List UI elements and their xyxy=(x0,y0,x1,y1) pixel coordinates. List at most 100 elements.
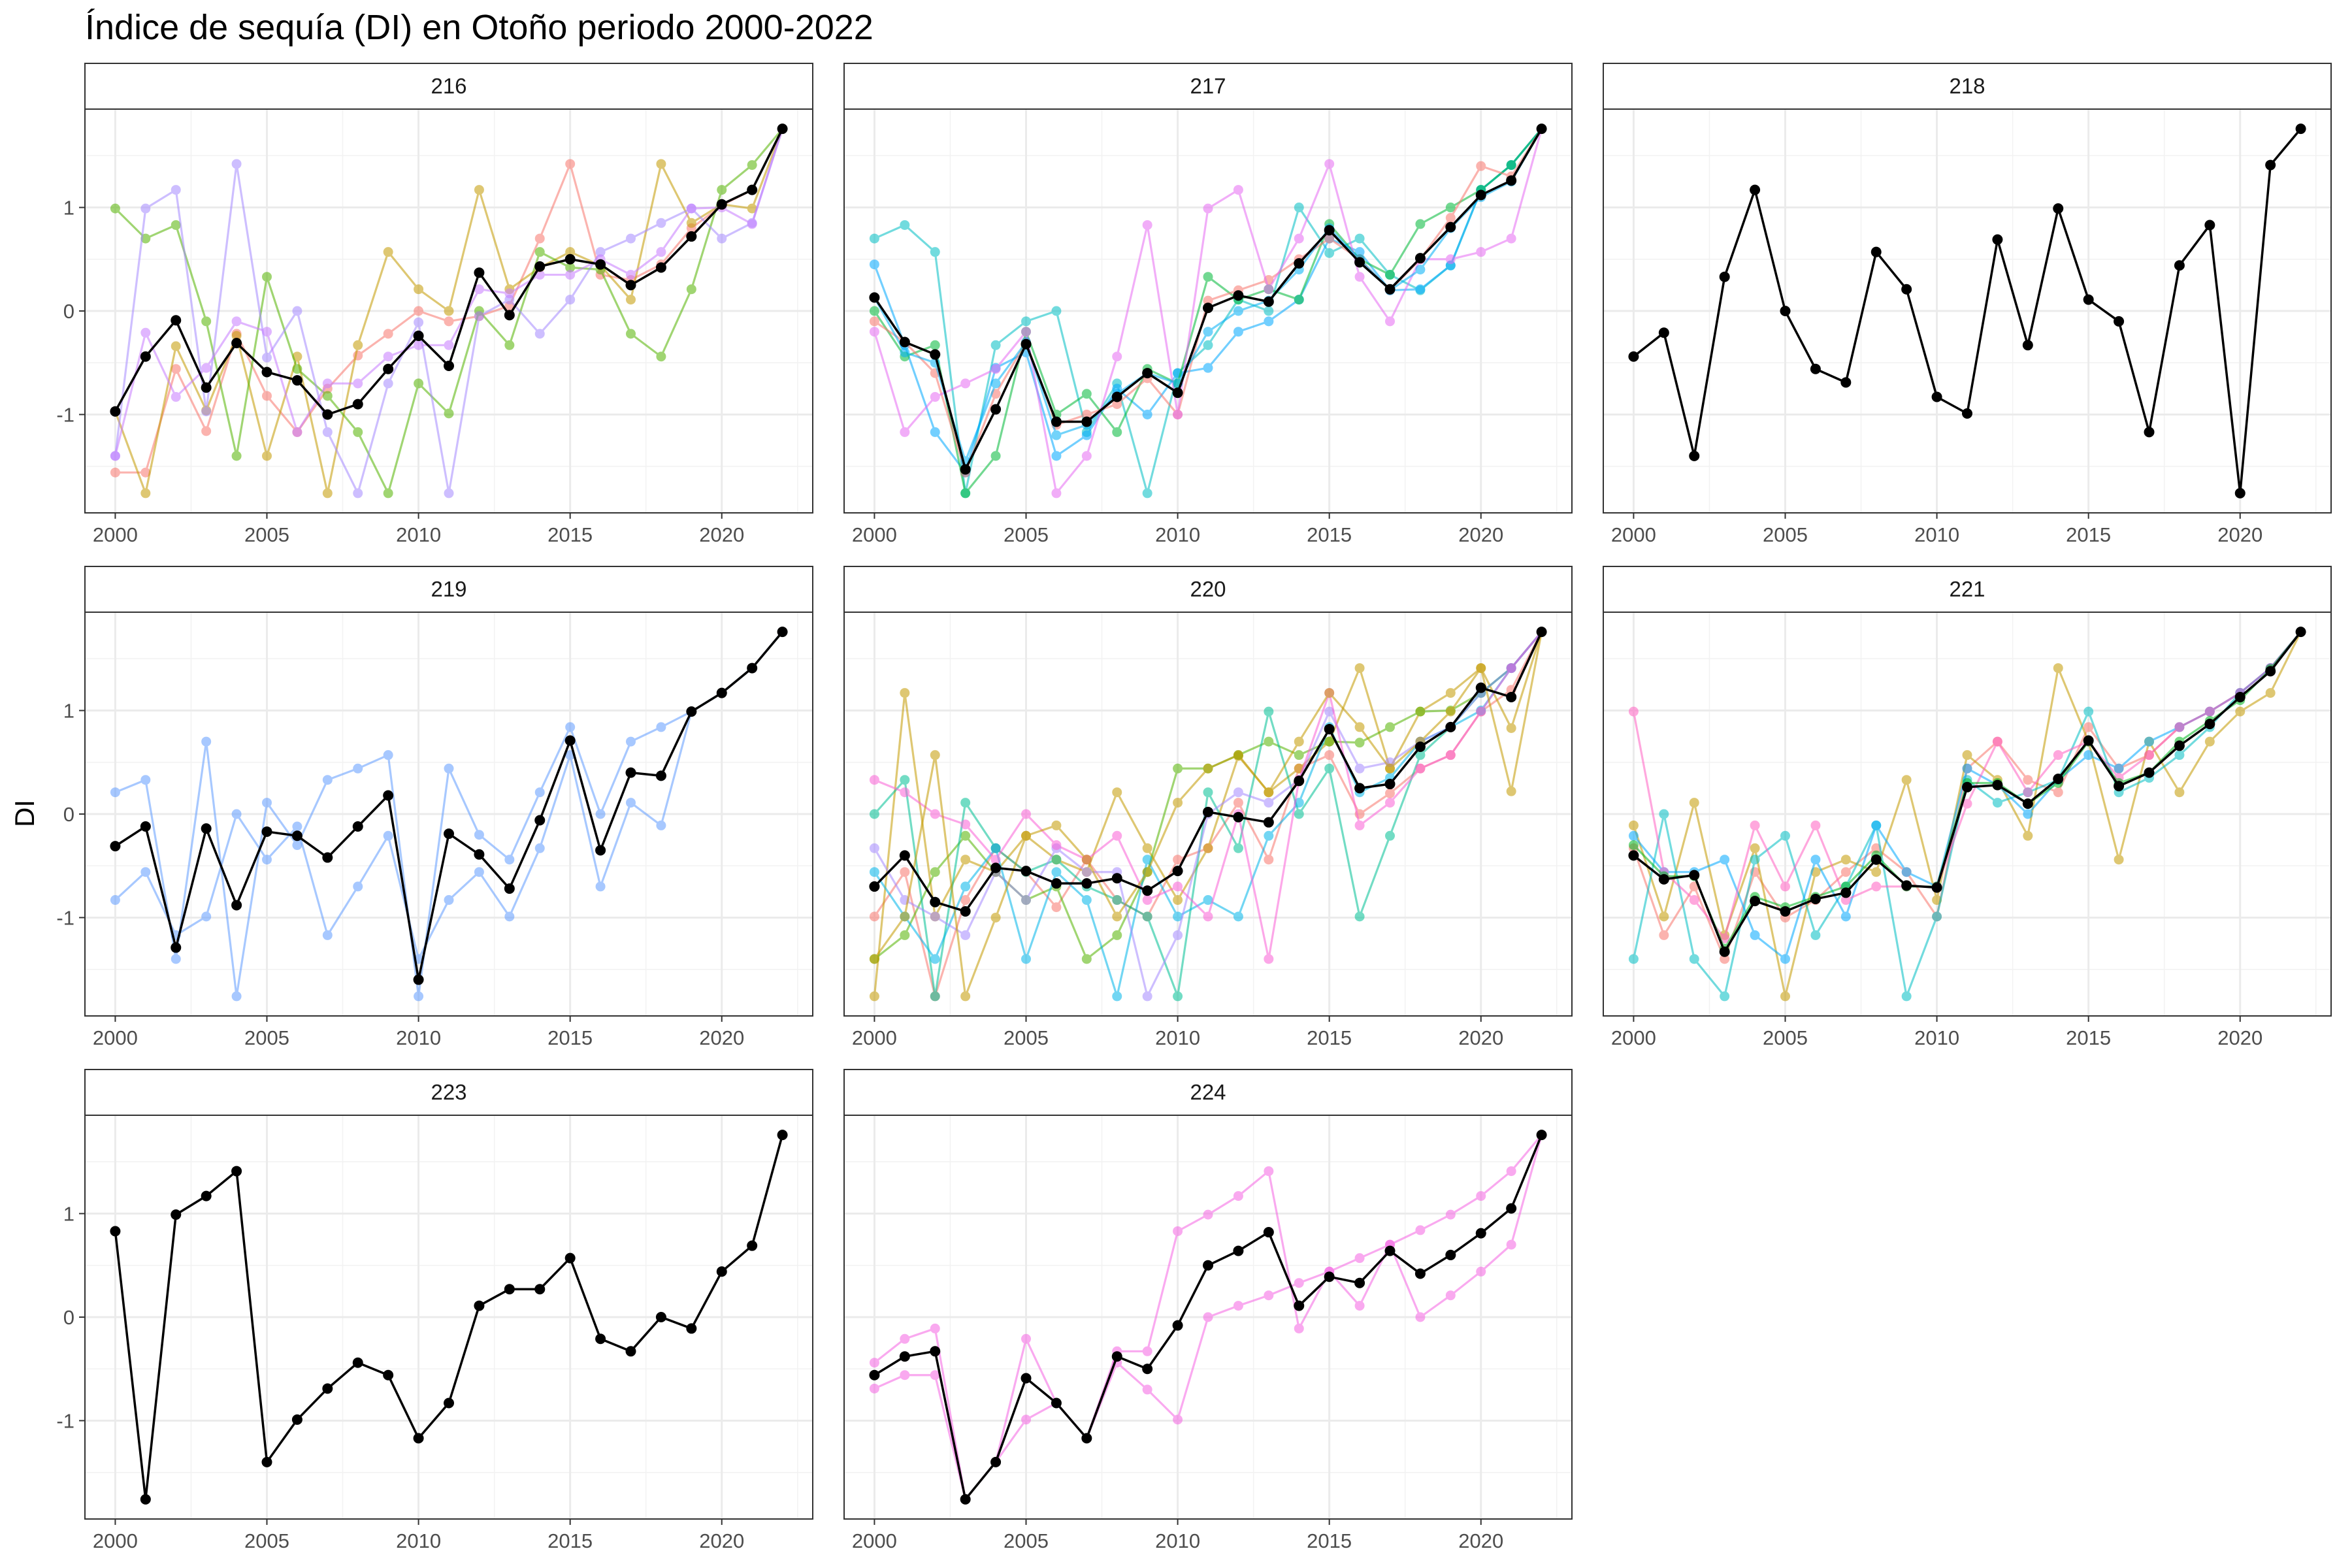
series-point xyxy=(1051,820,1062,830)
mean-point xyxy=(1051,416,1062,427)
series-point xyxy=(990,364,1001,374)
mean-point xyxy=(990,404,1002,415)
mean-point xyxy=(1962,408,1972,419)
mean-point xyxy=(413,1433,424,1444)
y-tick-label: -1 xyxy=(56,906,74,929)
panel-border xyxy=(1603,612,2332,1017)
x-tick-label: 2010 xyxy=(1155,1529,1200,1552)
series-point xyxy=(2083,722,2094,732)
series-point xyxy=(1081,451,1092,461)
mean-point xyxy=(2204,220,2215,231)
series-point xyxy=(1021,954,1031,964)
panel-border xyxy=(843,612,1573,1017)
series-point xyxy=(444,763,454,774)
series-point xyxy=(960,378,971,389)
mean-series-217 xyxy=(869,123,1547,475)
series-point xyxy=(110,895,120,906)
series-point xyxy=(1992,798,2002,808)
series-point xyxy=(1506,1239,1516,1250)
mean-point xyxy=(1870,854,1882,865)
panel-216: 216 2000 2005 2010 2015 2020 -1 0 1 xyxy=(56,63,813,546)
mean-point xyxy=(1354,257,1365,268)
series-point xyxy=(1445,212,1456,223)
series-point xyxy=(292,840,302,851)
mean-point xyxy=(2022,340,2033,351)
series-point xyxy=(2023,775,2033,785)
series-point xyxy=(1233,843,1243,853)
mean-point xyxy=(322,852,333,863)
series-point xyxy=(444,340,454,350)
series-point xyxy=(201,363,212,373)
x-tick-label: 2020 xyxy=(2217,523,2262,546)
series-point xyxy=(1720,954,1730,964)
series-point xyxy=(960,881,971,892)
series-point xyxy=(1264,954,1274,964)
series-point xyxy=(1324,233,1335,244)
mean-point xyxy=(1203,1260,1213,1271)
series-point xyxy=(414,317,424,327)
mean-point xyxy=(291,830,302,841)
series-point xyxy=(869,306,879,316)
y-tick-label: 1 xyxy=(63,1203,74,1226)
series-point xyxy=(1264,736,1274,747)
series-point xyxy=(960,895,971,906)
series-point xyxy=(900,867,910,877)
series-point xyxy=(231,331,242,341)
series-point xyxy=(900,1370,910,1380)
series-point xyxy=(990,340,1001,350)
series-point xyxy=(1142,1346,1152,1356)
mean-point xyxy=(1536,627,1547,638)
series-point xyxy=(1415,763,1426,774)
mean-point xyxy=(504,883,515,894)
series-point xyxy=(110,451,120,461)
mean-point xyxy=(1233,811,1244,823)
mean-point xyxy=(1931,882,1942,893)
series-point xyxy=(1173,911,1183,922)
series-point xyxy=(900,1333,910,1344)
series-point xyxy=(1324,706,1335,717)
series-point xyxy=(231,451,242,461)
series-point xyxy=(1173,855,1183,865)
series-point xyxy=(1659,911,1669,922)
series-point xyxy=(1385,830,1395,841)
series-point xyxy=(1810,930,1821,940)
series-point xyxy=(565,247,576,257)
mean-point xyxy=(1414,742,1426,752)
series-point xyxy=(747,219,757,229)
x-tick-label: 2020 xyxy=(699,1026,744,1049)
mean-point xyxy=(413,974,424,985)
mean-point xyxy=(595,845,606,856)
y-tick-label: 0 xyxy=(63,1306,74,1329)
x-tick-label: 2005 xyxy=(1004,523,1049,546)
series-point xyxy=(595,247,606,257)
mean-point xyxy=(1750,896,1761,907)
x-tick-label: 2010 xyxy=(1914,1026,1959,1049)
x-tick-label: 2010 xyxy=(1155,1026,1200,1049)
series-point xyxy=(1173,763,1183,774)
mean-point xyxy=(1475,189,1486,201)
series-point xyxy=(1051,306,1062,316)
mean-point xyxy=(625,767,636,778)
mean-point xyxy=(1506,175,1517,186)
x-tick-label: 2000 xyxy=(93,1026,138,1049)
mean-point xyxy=(2022,798,2033,809)
mean-point xyxy=(534,1284,546,1295)
mean-point xyxy=(625,280,636,291)
mean-point xyxy=(1294,776,1305,787)
mean-point xyxy=(231,338,242,349)
series-point xyxy=(747,203,757,214)
x-tick-label: 2005 xyxy=(244,1026,289,1049)
series-point xyxy=(869,316,879,327)
strip-header xyxy=(84,63,813,110)
series-point xyxy=(1445,1290,1456,1301)
series-point xyxy=(474,185,484,195)
mean-point xyxy=(2083,735,2094,746)
mean-point xyxy=(1021,338,1032,350)
series-point xyxy=(1112,399,1122,410)
series-point xyxy=(1173,881,1183,892)
mean-point xyxy=(474,1300,485,1311)
mean-point xyxy=(352,1357,363,1368)
mean-point xyxy=(625,1346,636,1357)
series-point xyxy=(322,391,333,401)
series-point xyxy=(444,306,454,316)
